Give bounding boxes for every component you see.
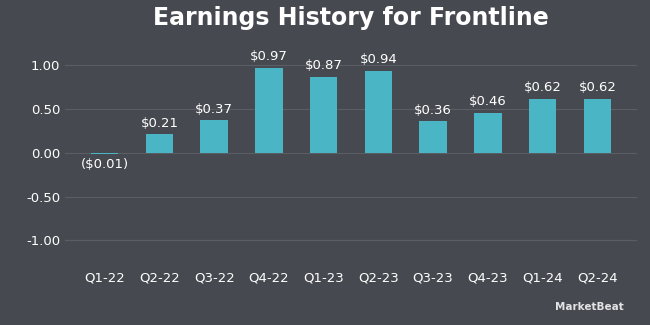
Text: $0.37: $0.37 [195, 103, 233, 116]
Bar [419, 121, 447, 153]
Text: $0.94: $0.94 [359, 53, 397, 66]
Bar [474, 112, 502, 153]
Text: $0.97: $0.97 [250, 50, 288, 63]
Text: $0.21: $0.21 [140, 117, 178, 130]
Bar [310, 77, 337, 153]
Bar [584, 98, 611, 153]
Text: $0.36: $0.36 [414, 104, 452, 117]
Bar [529, 98, 556, 153]
Text: $0.87: $0.87 [305, 59, 343, 72]
Title: Earnings History for Frontline: Earnings History for Frontline [153, 6, 549, 30]
Text: $0.46: $0.46 [469, 95, 507, 108]
Text: $0.62: $0.62 [524, 81, 562, 94]
Bar [146, 134, 173, 153]
Bar [200, 120, 228, 153]
Bar [255, 68, 283, 153]
Text: ($0.01): ($0.01) [81, 158, 129, 171]
Text: MarketBeat: MarketBeat [555, 302, 624, 312]
Text: $0.62: $0.62 [578, 81, 616, 94]
Bar [365, 71, 392, 153]
Bar [91, 153, 118, 154]
